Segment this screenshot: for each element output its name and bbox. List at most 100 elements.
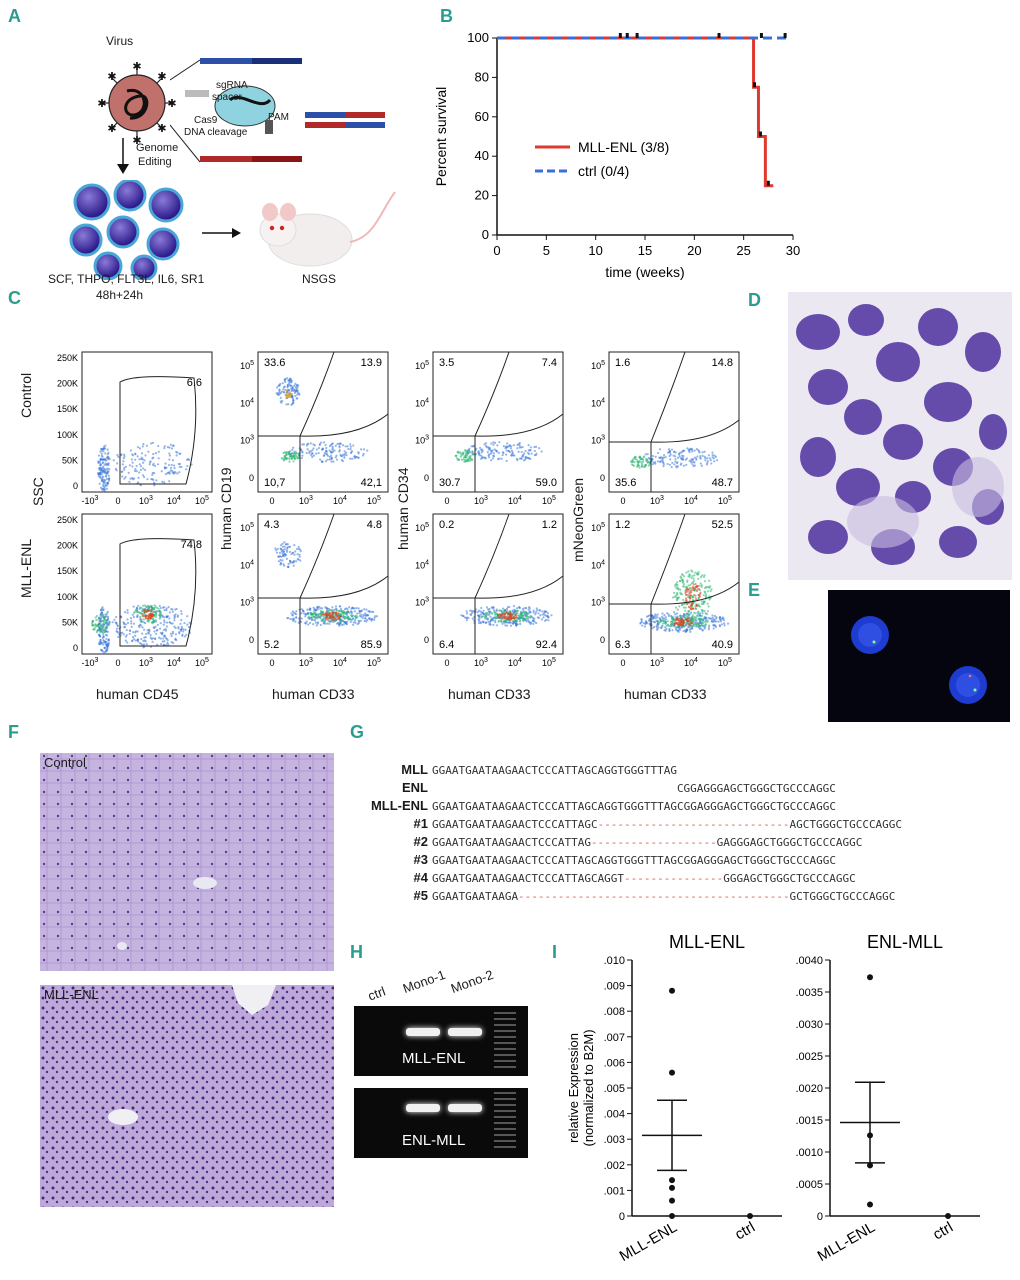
data-point	[669, 1213, 675, 1219]
quadrant-gate-h	[433, 413, 564, 437]
event-dot	[687, 613, 690, 617]
event-dot	[180, 619, 183, 622]
event-dot	[284, 377, 287, 381]
seq-seq: GGAATGAATAAGAACTCCCATTAGCAGGT	[432, 872, 625, 885]
event-dot	[537, 612, 540, 615]
event-dot	[330, 457, 333, 461]
event-dot	[294, 620, 297, 623]
event-dot	[309, 450, 312, 453]
event-dot	[104, 458, 107, 461]
event-dot	[703, 450, 706, 453]
seq-name: #1	[413, 816, 428, 831]
event-dot	[500, 620, 503, 623]
event-dot	[104, 613, 107, 616]
event-dot	[353, 610, 356, 613]
genome-label: Genome	[136, 142, 179, 154]
event-dot	[334, 444, 337, 447]
event-dot	[700, 584, 703, 587]
event-dot	[687, 626, 690, 629]
event-dot	[457, 458, 460, 461]
event-dot	[362, 448, 366, 451]
event-dot	[101, 478, 104, 482]
panel-d-cytospin-image	[788, 292, 1012, 580]
event-dot	[307, 616, 310, 619]
event-dot	[546, 612, 549, 615]
event-dot	[520, 612, 523, 615]
event-dot	[492, 454, 495, 457]
seq-tail: GCTGGGCTGCCCAGGC	[789, 890, 896, 903]
event-dot	[519, 622, 522, 626]
event-dot	[141, 620, 144, 623]
event-dot	[346, 615, 349, 618]
event-dot	[683, 629, 687, 632]
event-dot	[127, 471, 130, 474]
event-dot	[320, 448, 324, 451]
event-dot	[518, 619, 522, 622]
arrow-down-icon	[117, 138, 129, 174]
event-dot	[126, 641, 129, 644]
event-dot	[715, 616, 718, 619]
event-dot	[183, 635, 187, 638]
event-dot	[156, 643, 159, 646]
event-dot	[509, 447, 512, 450]
event-dot	[691, 618, 694, 621]
log-tick-label-x: 104	[333, 495, 347, 506]
y-axis-label: Percent survival	[433, 87, 449, 187]
event-dot	[94, 616, 97, 619]
event-dot	[138, 471, 141, 474]
event-dot	[289, 392, 292, 395]
event-dot	[662, 619, 665, 622]
event-dot	[106, 648, 109, 652]
event-dot	[487, 456, 491, 459]
event-dot	[466, 459, 469, 462]
event-dot	[648, 463, 651, 466]
event-dot	[675, 612, 679, 615]
event-dot	[679, 463, 682, 466]
event-dot	[532, 609, 535, 612]
event-dot	[490, 612, 494, 615]
event-dot	[285, 451, 288, 454]
event-dot	[676, 456, 680, 459]
event-dot	[335, 613, 338, 616]
event-dot	[104, 452, 107, 455]
event-dot	[480, 615, 483, 618]
event-dot	[333, 608, 336, 611]
event-dot	[290, 389, 293, 393]
pam-label: PAM	[268, 112, 289, 123]
event-dot	[162, 623, 165, 626]
event-dot	[162, 628, 166, 632]
event-dot	[120, 470, 123, 474]
event-dot	[300, 448, 303, 452]
event-dot	[292, 611, 296, 614]
event-dot	[470, 458, 473, 462]
event-dot	[706, 602, 709, 605]
event-dot	[290, 384, 293, 387]
event-dot	[694, 625, 697, 628]
event-dot	[296, 397, 299, 400]
event-dot	[134, 467, 137, 471]
event-dot	[485, 446, 489, 449]
event-dot	[642, 465, 646, 469]
event-dot	[107, 474, 110, 477]
event-dot	[505, 607, 509, 610]
event-dot	[636, 464, 639, 467]
event-dot	[687, 622, 690, 625]
quadrant-gate-v	[474, 351, 510, 492]
event-dot	[667, 614, 670, 618]
event-dot	[153, 464, 157, 467]
event-dot	[498, 457, 501, 460]
seq-gap: -------------------	[590, 836, 717, 849]
event-dot	[713, 614, 717, 618]
event-dot	[178, 470, 181, 474]
event-dot	[171, 630, 175, 633]
quadrant-gate-h	[433, 575, 564, 599]
event-dot	[106, 455, 109, 458]
event-dot	[684, 606, 687, 609]
event-dot	[164, 472, 167, 476]
event-dot	[350, 612, 353, 615]
event-dot	[166, 472, 169, 475]
quadrant-ul: 4.3	[264, 519, 279, 531]
event-dot	[294, 550, 297, 553]
gel-label-mllenl: MLL-ENL	[402, 1050, 466, 1067]
event-dot	[658, 621, 662, 624]
